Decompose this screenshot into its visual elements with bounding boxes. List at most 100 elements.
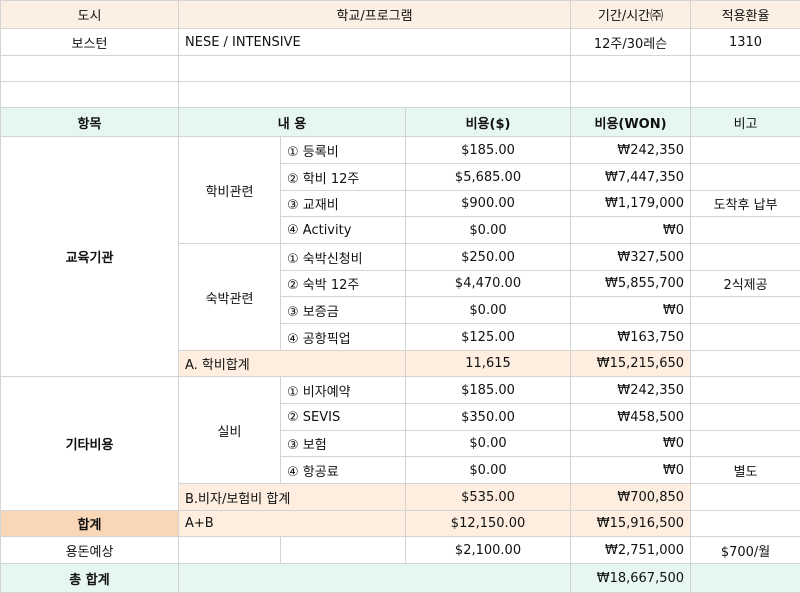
section-name: 교육기관 [0, 136, 179, 377]
usd: $185.00 [404, 136, 572, 164]
item-row: ② 숙박 12주 $4,470.00 ₩5,855,700 2식제공 [1, 270, 800, 297]
grand-won: ₩18,667,500 [570, 563, 692, 593]
header-cell: 기간/시간㈜ [570, 0, 692, 29]
empty-row [0, 81, 800, 108]
grand-label: 총 합계 [0, 563, 179, 593]
allowance-won: ₩2,751,000 [570, 536, 692, 564]
period: 12주/30레슨 [570, 28, 692, 56]
item-label: ① 숙박신청비 [280, 243, 406, 271]
won: ₩163,750 [570, 323, 692, 351]
info-row: 보스턴 NESE / INTENSIVE 12주/30레슨 1310 [0, 28, 800, 56]
allowance-usd: $2,100.00 [404, 536, 572, 564]
subtotal-label: A. 학비합계 [178, 350, 406, 377]
cell [690, 510, 800, 537]
note [690, 163, 800, 191]
item-row: 숙박관련 ① 숙박신청비 $250.00 ₩327,500 [1, 243, 800, 351]
item-row: ③ 교재비 $900.00 ₩1,179,000 도착후 납부 [1, 190, 800, 217]
total-label: 합계 [0, 510, 179, 537]
header-cell: 학교/프로그램 [177, 0, 572, 29]
allowance-label: 용돈예상 [0, 536, 179, 564]
item-label: ② SEVIS [280, 403, 406, 431]
item-label: ③ 보험 [280, 430, 406, 457]
subtotal-won: ₩700,850 [570, 483, 692, 511]
note [690, 136, 800, 164]
item-row: ② 학비 12주 $5,685.00 ₩7,447,350 [1, 163, 800, 191]
cell [570, 81, 692, 108]
won: ₩242,350 [570, 136, 692, 164]
won: ₩242,350 [570, 376, 692, 404]
total-formula: A+B [178, 510, 406, 537]
item-row: ④ Activity $0.00 ₩0 [1, 216, 800, 244]
usd: $0.00 [404, 296, 572, 324]
won: ₩0 [570, 430, 692, 457]
won: ₩0 [570, 216, 692, 244]
allowance-row: 용돈예상 $2,100.00 ₩2,751,000 $700/월 [0, 536, 800, 564]
note: 2식제공 [690, 270, 800, 297]
header-row: 도시 학교/프로그램 기간/시간㈜ 적용환율 [0, 0, 800, 29]
note: 별도 [690, 456, 800, 484]
usd: $350.00 [404, 403, 572, 431]
won: ₩458,500 [570, 403, 692, 431]
column-header: 비고 [690, 107, 800, 137]
won: ₩7,447,350 [570, 163, 692, 191]
usd: $0.00 [404, 456, 572, 484]
total-won: ₩15,916,500 [570, 510, 692, 537]
subtotal-won: ₩15,215,650 [570, 350, 692, 377]
cell [0, 55, 179, 82]
cell [690, 81, 800, 108]
cell [690, 55, 800, 82]
note [690, 430, 800, 457]
item-row: ④ 공항픽업 $125.00 ₩163,750 [1, 323, 800, 351]
item-row: 교육기관 학비관련 ① 등록비 $185.00 ₩242,350 [0, 136, 800, 377]
cell [570, 55, 692, 82]
won: ₩0 [570, 456, 692, 484]
usd: $0.00 [404, 430, 572, 457]
empty-row [0, 55, 800, 82]
program: NESE / INTENSIVE [177, 28, 572, 56]
group-name: 실비 [178, 376, 281, 484]
item-label: ④ 항공료 [280, 456, 406, 484]
usd: $125.00 [404, 323, 572, 351]
total-row: 합계 A+B $12,150.00 ₩15,916,500 [0, 510, 800, 537]
subtotal-row: B.비자/보험비 합계 $535.00 ₩700,850 [1, 483, 800, 511]
note [690, 216, 800, 244]
cell [0, 81, 179, 108]
won: ₩1,179,000 [570, 190, 692, 217]
item-row: 기타비용 실비 ① 비자예약 $185.00 ₩242,350 [0, 376, 800, 511]
grand-total-row: 총 합계 ₩18,667,500 [0, 563, 800, 593]
note [690, 376, 800, 404]
usd: $185.00 [404, 376, 572, 404]
cell [178, 536, 281, 564]
usd: $4,470.00 [404, 270, 572, 297]
cell [690, 350, 800, 377]
won: ₩327,500 [570, 243, 692, 271]
item-label: ① 등록비 [280, 136, 406, 164]
header-cell: 적용환율 [690, 0, 800, 29]
item-row: ② SEVIS $350.00 ₩458,500 [1, 403, 800, 431]
column-header: 비용($) [404, 107, 572, 137]
cell [690, 563, 800, 593]
column-header: 항목 [0, 107, 179, 137]
subtotal-usd: 11,615 [404, 350, 572, 377]
subtotal-usd: $535.00 [404, 483, 572, 511]
item-label: ④ Activity [280, 216, 406, 244]
city: 보스턴 [0, 28, 179, 56]
cell [690, 483, 800, 511]
item-row: ③ 보험 $0.00 ₩0 [1, 430, 800, 457]
item-label: ② 숙박 12주 [280, 270, 406, 297]
usd: $0.00 [404, 216, 572, 244]
note: 도착후 납부 [690, 190, 800, 217]
item-label: ③ 교재비 [280, 190, 406, 217]
won: ₩0 [570, 296, 692, 324]
header-cell: 도시 [0, 0, 179, 29]
subtotal-row: A. 학비합계 11,615 ₩15,215,650 [1, 350, 800, 377]
cell [177, 55, 572, 82]
group-name: 학비관련 [178, 136, 281, 244]
column-header: 내 용 [178, 107, 406, 137]
won: ₩5,855,700 [570, 270, 692, 297]
section-name: 기타비용 [0, 376, 179, 511]
item-label: ③ 보증금 [280, 296, 406, 324]
